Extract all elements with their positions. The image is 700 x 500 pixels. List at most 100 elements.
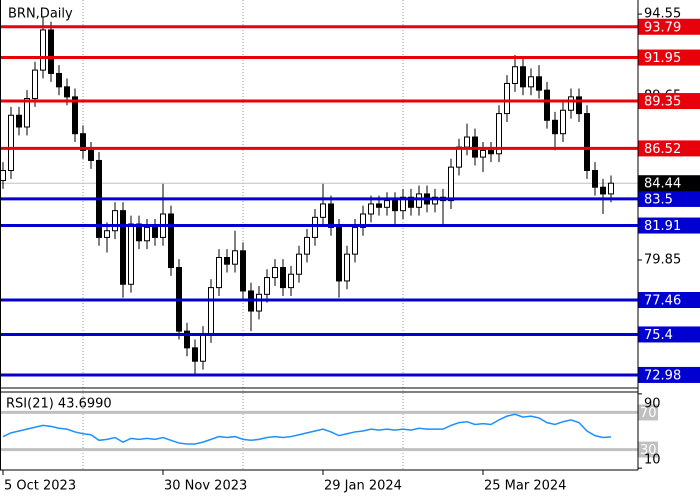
- rsi-line: [2, 413, 612, 445]
- candle-body: [504, 82, 510, 115]
- candle-body: [112, 210, 118, 232]
- candle-body: [392, 200, 398, 212]
- level-label: 89.35: [644, 95, 681, 110]
- current-price-label: 84.44: [644, 177, 681, 192]
- level-label: 83.5: [644, 192, 673, 207]
- level-label: 86.52: [644, 142, 681, 157]
- candle-body: [56, 72, 62, 88]
- x-tick-label: 25 Mar 2024: [484, 479, 566, 494]
- candle-body: [536, 76, 542, 91]
- candle-body: [376, 203, 382, 208]
- candle-body: [200, 333, 206, 362]
- indicator-title: RSI(21) 43.6990: [6, 397, 112, 412]
- candle-body: [32, 69, 38, 100]
- candle-body: [552, 119, 558, 135]
- candle-body: [64, 86, 70, 98]
- candle-body: [104, 230, 110, 238]
- level-label: 81.91: [644, 219, 681, 234]
- level-label: 93.79: [644, 20, 681, 35]
- level-label-box: [638, 217, 700, 234]
- candle-body: [136, 223, 142, 242]
- candle-body: [272, 267, 278, 279]
- x-tick-label: 29 Jan 2024: [324, 479, 402, 494]
- candle-body: [72, 96, 78, 135]
- candle-body: [592, 169, 598, 188]
- candle-body: [408, 196, 414, 208]
- candle-body: [232, 250, 238, 265]
- candle-body: [464, 136, 470, 148]
- candle-body: [224, 256, 230, 265]
- candle-body: [360, 213, 366, 228]
- candle-body: [384, 200, 390, 208]
- candle-body: [120, 210, 126, 285]
- candle-body: [48, 29, 54, 74]
- candle-body: [520, 66, 526, 88]
- candle-body: [208, 287, 214, 335]
- candle-body: [456, 146, 462, 168]
- rsi-level-box: [638, 404, 658, 421]
- x-tick-label: 30 Nov 2023: [164, 479, 247, 494]
- candle-body: [352, 226, 358, 255]
- rsi-level-label: 70: [640, 406, 657, 421]
- level-label-box: [638, 326, 700, 343]
- candle-body: [264, 277, 270, 295]
- level-label-box: [638, 49, 700, 66]
- candle-body: [560, 109, 566, 135]
- candle-body: [8, 114, 14, 171]
- candle-body: [344, 253, 350, 282]
- candle-body: [576, 96, 582, 115]
- y-tick-label: 94.55: [644, 7, 681, 22]
- candle-body: [280, 267, 286, 289]
- level-label-box: [638, 93, 700, 110]
- level-label: 77.46: [644, 293, 681, 308]
- y-tick-label: 79.85: [644, 253, 681, 268]
- chart-title: BRN,Daily: [8, 7, 73, 22]
- candle-body: [312, 216, 318, 238]
- candle-body: [80, 133, 86, 151]
- candle-body: [40, 29, 46, 71]
- level-label: 91.95: [644, 51, 681, 66]
- candle-body: [24, 98, 30, 128]
- level-label: 75.4: [644, 328, 673, 343]
- level-label: 72.98: [644, 368, 681, 383]
- level-label-box: [638, 366, 700, 383]
- rsi-level-box: [638, 441, 658, 458]
- level-label-box: [638, 140, 700, 157]
- candle-body: [184, 330, 190, 349]
- candle-body: [152, 226, 158, 238]
- candle-body: [400, 196, 406, 212]
- candle-body: [0, 169, 6, 182]
- level-label-box: [638, 190, 700, 207]
- candle-body: [608, 182, 614, 195]
- level-label-box: [638, 291, 700, 308]
- candle-body: [528, 76, 534, 88]
- candle-body: [368, 203, 374, 215]
- candle-body: [328, 203, 334, 228]
- level-label-box: [638, 18, 700, 35]
- candle-body: [144, 226, 150, 242]
- candle-body: [584, 113, 590, 171]
- candle-body: [304, 236, 310, 255]
- current-price-box: [638, 175, 700, 192]
- candle-body: [288, 273, 294, 289]
- candle-body: [16, 114, 22, 128]
- candle-body: [496, 113, 502, 155]
- y-tick-label: 90: [644, 397, 661, 412]
- candle-body: [296, 253, 302, 275]
- candle-body: [512, 66, 518, 84]
- candle-body: [168, 213, 174, 269]
- y-tick-label: 10: [644, 453, 661, 468]
- candle-body: [128, 223, 134, 285]
- candle-body: [336, 226, 342, 282]
- candle-body: [480, 149, 486, 158]
- rsi-level-label: 30: [640, 443, 657, 458]
- candle-body: [88, 149, 94, 161]
- candle-body: [240, 250, 246, 292]
- candle-body: [448, 166, 454, 202]
- candle-body: [432, 196, 438, 205]
- candle-body: [416, 193, 422, 208]
- candle-body: [320, 203, 326, 218]
- candle-body: [600, 186, 606, 195]
- candle-body: [488, 149, 494, 155]
